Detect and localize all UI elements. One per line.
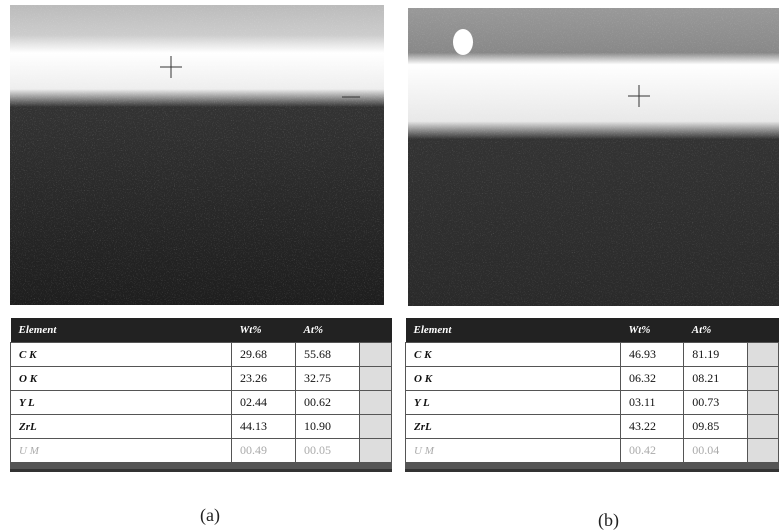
cell: 08.21 (684, 367, 747, 391)
pad (360, 367, 392, 391)
cell: 32.75 (296, 367, 360, 391)
cell: 46.93 (620, 343, 683, 367)
pad (747, 415, 779, 439)
cell: 10.90 (296, 415, 360, 439)
cell: Y L (406, 391, 621, 415)
cell: 44.13 (232, 415, 296, 439)
header-cell: Element (11, 318, 232, 343)
header-cell: At% (296, 318, 360, 343)
cell: ZrL (406, 415, 621, 439)
header-pad (747, 318, 779, 343)
cell: 02.44 (232, 391, 296, 415)
cell: 81.19 (684, 343, 747, 367)
cell: 55.68 (296, 343, 360, 367)
cell: 06.32 (620, 367, 683, 391)
caption: (a) (200, 505, 220, 526)
sem-image (408, 8, 779, 306)
cell: 00.04 (684, 439, 747, 463)
header-cell: Wt% (620, 318, 683, 343)
cell: Y L (11, 391, 232, 415)
cell: O K (11, 367, 232, 391)
header-pad (360, 318, 392, 343)
cell: C K (406, 343, 621, 367)
pad (747, 391, 779, 415)
cell: 23.26 (232, 367, 296, 391)
cell: 03.11 (620, 391, 683, 415)
cell: 00.49 (232, 439, 296, 463)
caption: (b) (598, 510, 619, 531)
cell: U M (406, 439, 621, 463)
cell: ZrL (11, 415, 232, 439)
cell: 00.62 (296, 391, 360, 415)
pad (360, 439, 392, 463)
header-cell: Wt% (232, 318, 296, 343)
cell: C K (11, 343, 232, 367)
pad (747, 367, 779, 391)
pad (360, 391, 392, 415)
cell: O K (406, 367, 621, 391)
pad (360, 343, 392, 367)
cell: 43.22 (620, 415, 683, 439)
cell: 00.73 (684, 391, 747, 415)
sem-image (10, 5, 384, 305)
header-cell: At% (684, 318, 747, 343)
cell: 09.85 (684, 415, 747, 439)
cell: U M (11, 439, 232, 463)
cell: 00.42 (620, 439, 683, 463)
cell: 00.05 (296, 439, 360, 463)
cell: 29.68 (232, 343, 296, 367)
pad (747, 343, 779, 367)
header-cell: Element (406, 318, 621, 343)
page: ElementWt%At%C K29.6855.68O K23.2632.75Y… (0, 0, 779, 532)
pad (360, 415, 392, 439)
pad (747, 439, 779, 463)
